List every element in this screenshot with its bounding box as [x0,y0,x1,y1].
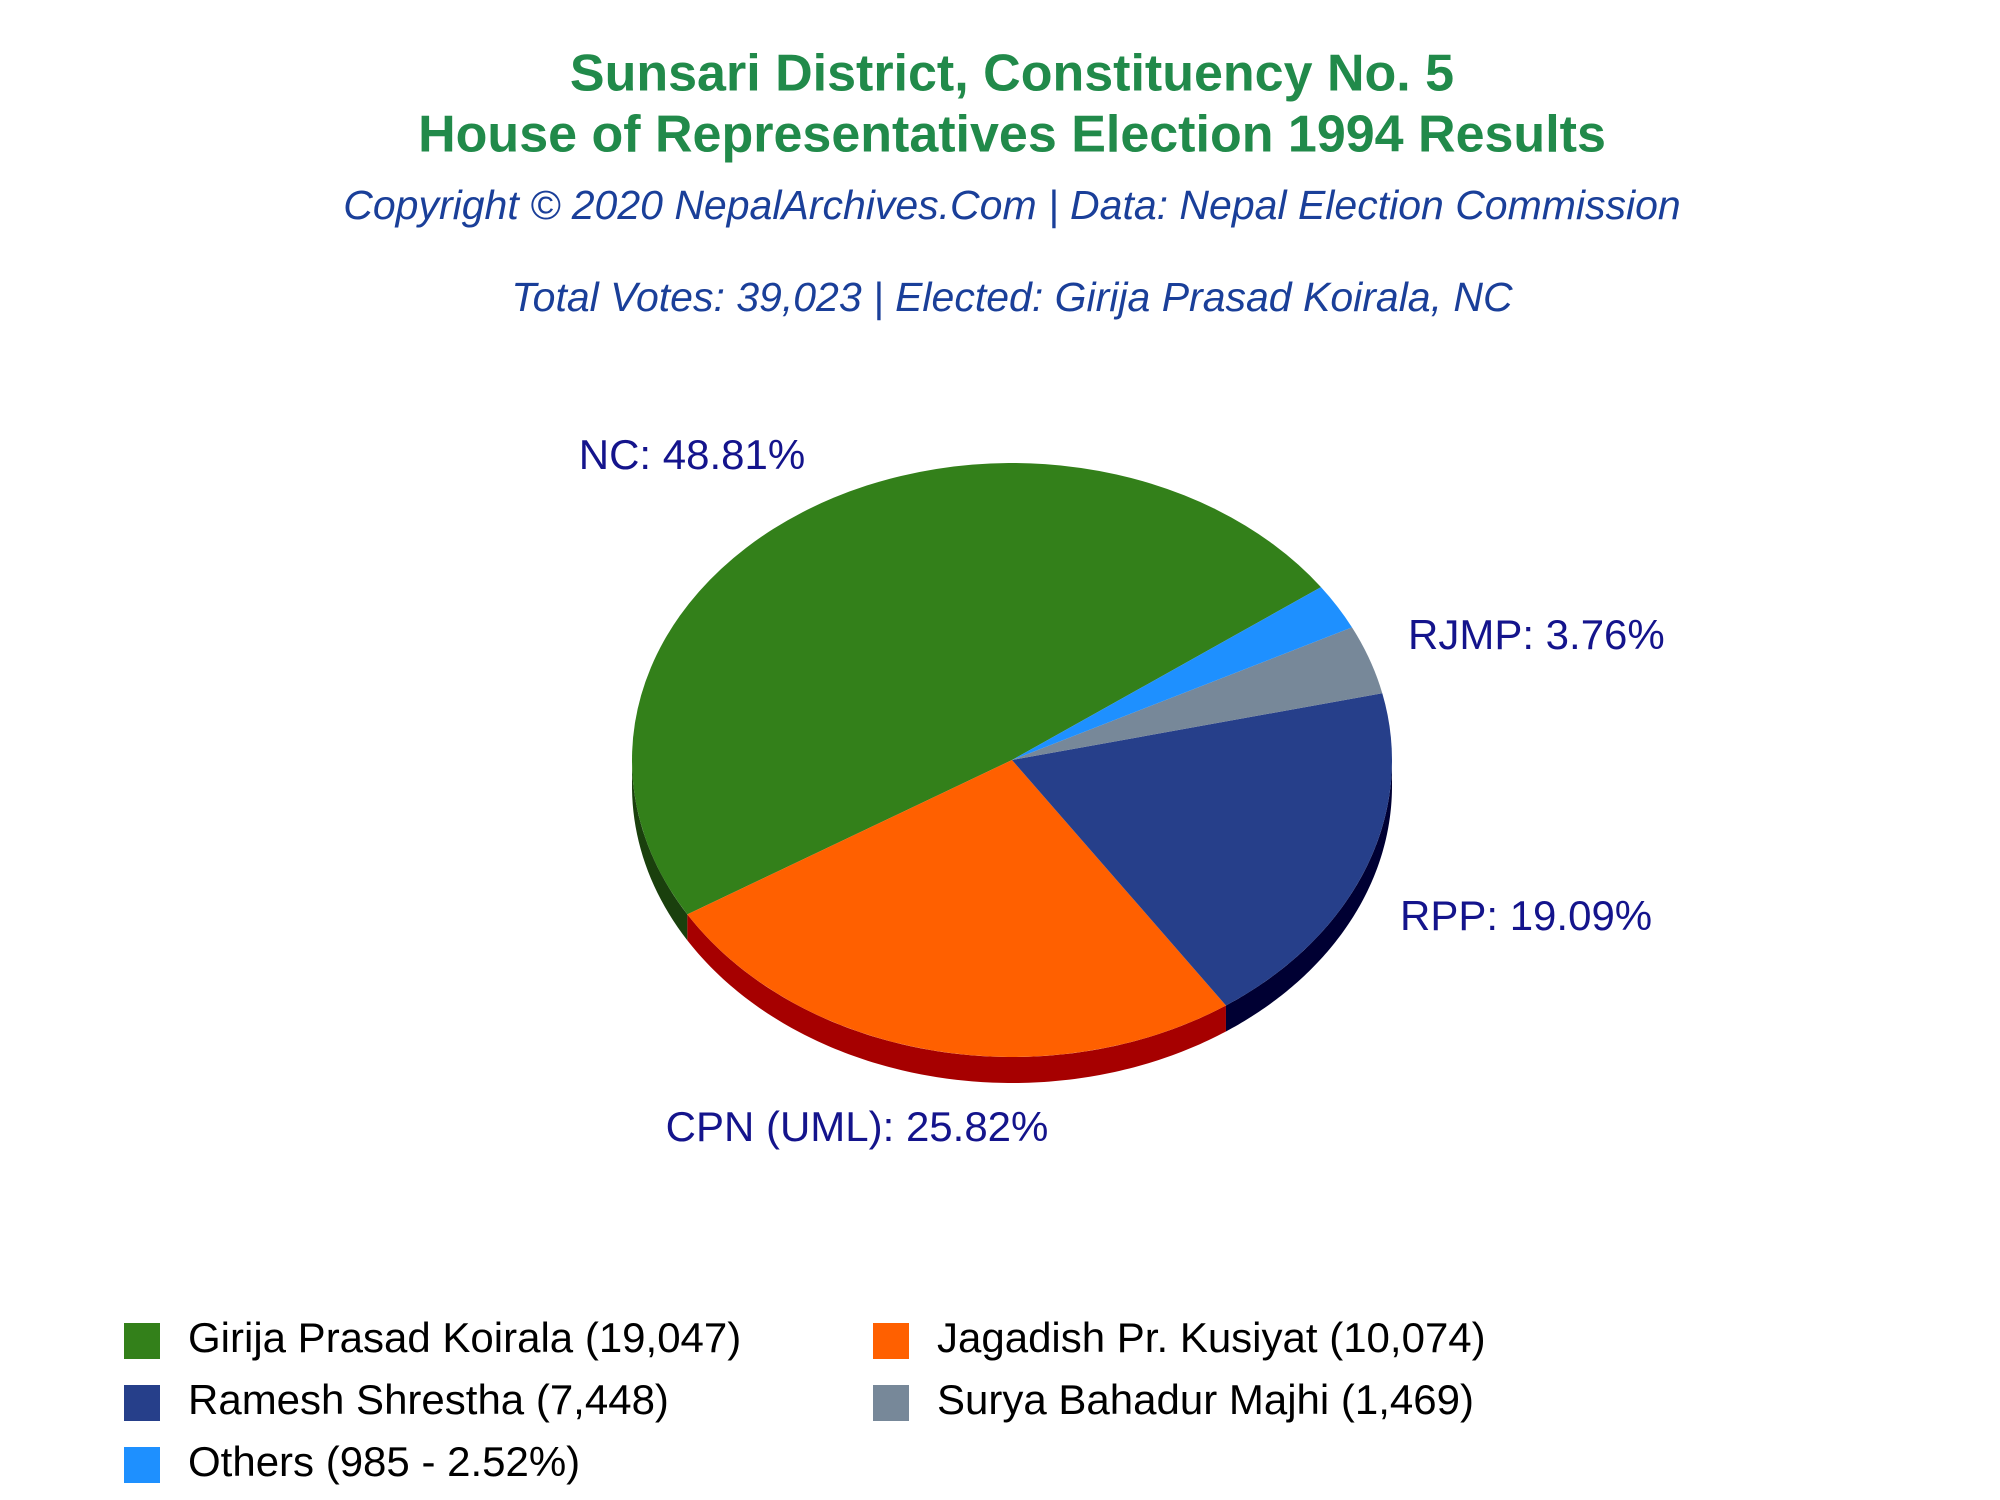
slice-label: CPN (UML): 25.82% [666,1103,1049,1150]
slice-label: NC: 48.81% [579,431,805,478]
legend-swatch [124,1447,160,1483]
slice [1012,693,1393,1006]
copyright: Copyright © 2020 NepalArchives.Com | Dat… [343,182,1681,228]
slice-side [1225,760,1392,1032]
chart-subtitle: House of Representatives Election 1994 R… [418,106,1606,164]
slice [687,760,1226,1057]
summary: Total Votes: 39,023 | Elected: Girija Pr… [511,274,1513,320]
legend-label: Girija Prasad Koirala (19,047) [188,1314,741,1361]
slice [1012,587,1352,760]
legend-swatch [124,1385,160,1421]
slice [631,462,1321,915]
slice-side [687,914,1226,1083]
slice-label: RJMP: 3.76% [1408,611,1665,658]
legend-swatch [873,1323,909,1359]
legend-label: Surya Bahadur Majhi (1,469) [937,1376,1474,1423]
legend-label: Jagadish Pr. Kusiyat (10,074) [937,1314,1486,1361]
legend-swatch [124,1323,160,1359]
legend-label: Ramesh Shrestha (7,448) [188,1376,669,1423]
chart-title: Sunsari District, Constituency No. 5 [570,45,1454,103]
legend-label: Others (985 - 2.52%) [188,1438,580,1485]
slice-label: RPP: 19.09% [1400,892,1652,939]
slice-side [632,762,688,941]
legend-swatch [873,1385,909,1421]
slice [1012,627,1383,760]
